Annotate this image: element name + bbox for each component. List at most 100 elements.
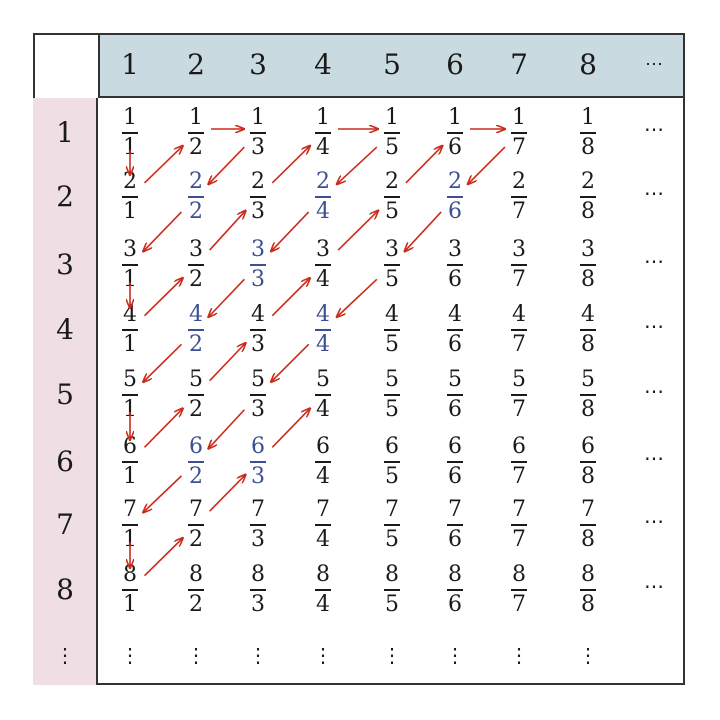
fraction-bar	[315, 394, 331, 396]
column-ellipsis: ⋮	[186, 643, 206, 667]
numerator: 5	[123, 367, 137, 392]
numerator: 7	[581, 497, 595, 522]
denominator: 1	[123, 267, 137, 292]
numerator: 3	[512, 237, 526, 262]
column-header: 6	[446, 48, 464, 81]
column-ellipsis: ⋮	[313, 643, 333, 667]
denominator: 8	[581, 267, 595, 292]
denominator: 2	[189, 464, 203, 489]
enumeration-arrow	[143, 408, 183, 448]
row-header: 3	[56, 248, 74, 281]
numerator: 8	[123, 562, 137, 587]
fraction-bar	[447, 329, 463, 331]
fraction-bar	[384, 264, 400, 266]
numerator: 3	[385, 237, 399, 262]
fraction-bar	[447, 589, 463, 591]
column-header: 7	[510, 48, 528, 81]
enumeration-arrow	[143, 538, 183, 577]
numerator: 6	[189, 434, 203, 459]
column-ellipsis: ⋮	[382, 643, 402, 667]
numerator: 2	[123, 169, 137, 194]
enumeration-arrow	[208, 278, 245, 317]
numerator: 8	[189, 562, 203, 587]
fraction-bar	[580, 394, 596, 396]
fraction-bar	[384, 589, 400, 591]
numerator: 8	[448, 562, 462, 587]
numerator: 1	[316, 105, 330, 130]
fraction-bar	[250, 394, 266, 396]
enumeration-arrow	[337, 211, 378, 251]
numerator: 2	[581, 169, 595, 194]
fraction-bar	[384, 524, 400, 526]
denominator: 2	[189, 527, 203, 552]
denominator: 8	[581, 464, 595, 489]
numerator: 4	[385, 302, 399, 327]
numerator: 8	[385, 562, 399, 587]
fraction-bar	[188, 589, 204, 591]
fraction-bar	[447, 524, 463, 526]
fraction-bar	[511, 394, 527, 396]
denominator: 4	[316, 135, 330, 160]
denominator: 4	[316, 527, 330, 552]
row-ellipsis: ⋯	[644, 574, 664, 598]
fraction-bar	[122, 394, 138, 396]
denominator: 1	[123, 464, 137, 489]
fraction-bar	[250, 329, 266, 331]
column-header: 2	[187, 48, 205, 81]
fraction-bar	[122, 196, 138, 198]
fraction-bar	[188, 461, 204, 463]
fraction-bar	[188, 196, 204, 198]
numerator: 4	[123, 302, 137, 327]
numerator: 1	[123, 105, 137, 130]
numerator: 6	[251, 434, 265, 459]
enumeration-arrow	[405, 146, 443, 184]
denominator: 1	[123, 135, 137, 160]
row-header: 4	[56, 313, 74, 346]
numerator: 1	[512, 105, 526, 130]
denominator: 3	[251, 267, 265, 292]
denominator: 6	[448, 527, 462, 552]
numerator: 2	[251, 169, 265, 194]
row-header: ⋮	[55, 643, 75, 667]
numerator: 7	[251, 497, 265, 522]
denominator: 6	[448, 397, 462, 422]
denominator: 4	[316, 464, 330, 489]
denominator: 3	[251, 592, 265, 617]
denominator: 5	[385, 464, 399, 489]
numerator: 5	[385, 367, 399, 392]
row-ellipsis: ⋯	[644, 379, 664, 403]
denominator: 7	[512, 527, 526, 552]
row-header: 8	[56, 573, 74, 606]
denominator: 5	[385, 267, 399, 292]
fraction-bar	[511, 589, 527, 591]
fraction-bar	[315, 132, 331, 134]
denominator: 6	[448, 332, 462, 357]
denominator: 3	[251, 464, 265, 489]
denominator: 3	[251, 135, 265, 160]
denominator: 7	[512, 397, 526, 422]
row-header-column	[33, 98, 98, 685]
column-header: ⋯	[645, 54, 663, 75]
